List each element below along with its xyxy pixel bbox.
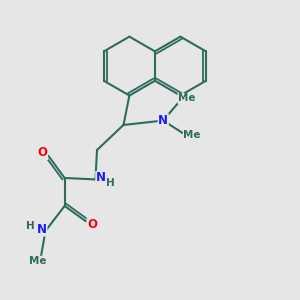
Text: Me: Me — [178, 94, 196, 103]
Text: O: O — [38, 146, 47, 159]
Text: O: O — [87, 218, 97, 231]
Text: H: H — [106, 178, 115, 188]
Text: H: H — [26, 221, 34, 231]
Text: Me: Me — [183, 130, 201, 140]
Text: Me: Me — [29, 256, 47, 266]
Text: N: N — [96, 172, 106, 184]
Text: N: N — [37, 223, 47, 236]
Text: N: N — [158, 114, 168, 127]
